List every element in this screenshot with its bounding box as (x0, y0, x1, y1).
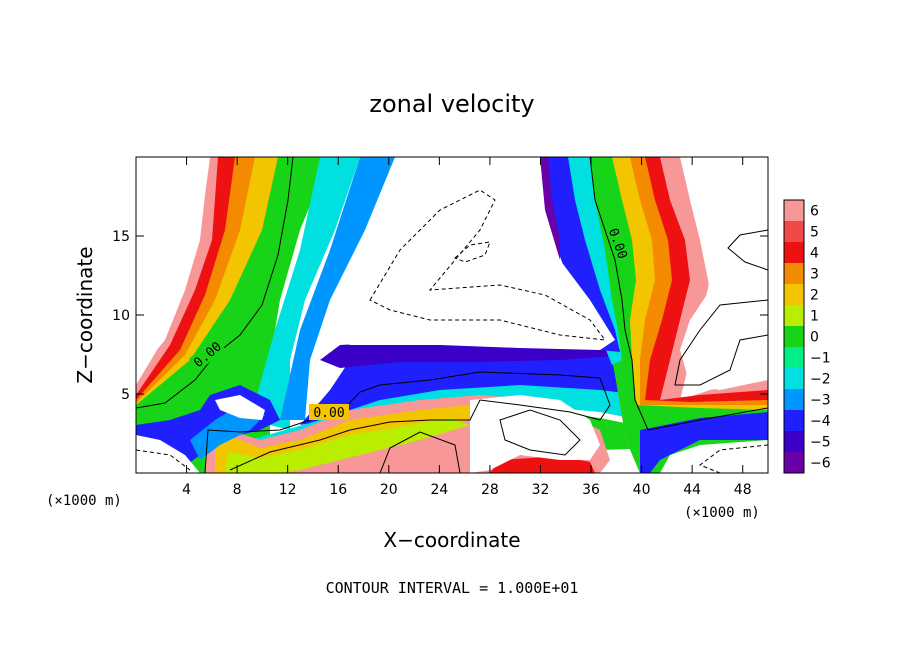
colorbar-swatch (784, 452, 804, 474)
contour-label-bg-2 (309, 404, 349, 420)
x-tick-label: 44 (683, 482, 701, 498)
colorbar-label: 5 (810, 225, 819, 241)
chart-title: zonal velocity (369, 90, 534, 118)
colorbar-swatch (784, 263, 804, 285)
field-white-center (340, 157, 615, 350)
field-white-lower-left (136, 435, 200, 473)
contour-dashed-center (369, 189, 607, 341)
field-right-blue (540, 157, 620, 352)
y-tick-label: 5 (121, 387, 130, 403)
y-axis-label: Z−coordinate (73, 246, 97, 383)
contour-right-solid (727, 229, 768, 271)
x-tick-label: 48 (734, 482, 752, 498)
contour-label-bg-1 (188, 336, 226, 372)
colorbar-swatch (784, 284, 804, 306)
colorbar-label: −3 (810, 393, 831, 409)
colorbar-swatch (784, 347, 804, 369)
colorbar-label: −1 (810, 351, 831, 367)
x-tick-label: 28 (481, 482, 499, 498)
colorbar-swatch (784, 305, 804, 327)
field-right-lower-blue (640, 412, 768, 473)
colorbar-label: 3 (810, 267, 819, 283)
x-axis-label: X−coordinate (383, 528, 520, 552)
contour-label-2: 0.00 (313, 406, 344, 421)
colorbar-label: −6 (810, 456, 831, 472)
contour-dashed-right (698, 444, 768, 473)
field-bottom-green (225, 418, 470, 473)
x-tick-label: 20 (380, 482, 398, 498)
contour-right-loop (674, 299, 768, 386)
colorbar-swatch (784, 389, 804, 411)
x-tick-label: 36 (582, 482, 600, 498)
x-tick-label: 12 (279, 482, 297, 498)
contour-lines (136, 157, 768, 473)
contour-bottom-loop (499, 409, 581, 456)
colorbar-label: 4 (810, 246, 819, 262)
x-ticks: 4 8 12 16 20 24 28 32 36 40 44 48 (182, 157, 752, 498)
colorbar-swatch (784, 326, 804, 348)
colorbar-frame (783, 199, 805, 474)
field-white-right (680, 157, 768, 390)
plot-area: 0.00 0.00 0.00 4 8 12 16 20 24 28 32 36 40 44 48 51… (112, 156, 769, 498)
contour-dashed-small (454, 241, 491, 263)
field-bottom-orange (490, 456, 595, 473)
colorbar-swatch (784, 431, 804, 453)
contour-zero-right (589, 157, 768, 431)
contour-dashed-left (136, 449, 191, 471)
x-unit-label-left: (×1000 m) (46, 493, 122, 509)
contour-zero-left (136, 157, 294, 409)
x-tick-label: 40 (633, 482, 651, 498)
y-tick-label: 15 (112, 229, 130, 245)
x-tick-label: 24 (430, 482, 448, 498)
field-white-top-left (136, 157, 210, 375)
colorbar-label: −2 (810, 372, 831, 388)
colorbar-swatch (784, 368, 804, 390)
colorbar-swatch (784, 242, 804, 264)
colorbar-swatch (784, 221, 804, 243)
field-white-left-blob (215, 395, 265, 420)
colorbar-label: −5 (810, 435, 831, 451)
colorbar-label: 6 (810, 204, 819, 220)
colorbar-swatch (784, 200, 804, 222)
field-left-jet-cyan (250, 157, 360, 430)
contour-interval-note: CONTOUR INTERVAL = 1.000E+01 (326, 579, 579, 597)
colorbar-label: 1 (810, 309, 819, 325)
colorbar-label: 2 (810, 288, 819, 304)
x-tick-label: 32 (532, 482, 550, 498)
y-tick-label: 10 (112, 308, 130, 324)
field-white-bottom (470, 395, 600, 473)
x-tick-label: 4 (182, 482, 191, 498)
contour-dashed (136, 189, 768, 473)
contour-zero-middle (204, 371, 611, 473)
contour-bottom-left (379, 431, 461, 473)
field-right-green (585, 157, 768, 473)
colorbar-label: −4 (810, 414, 831, 430)
x-tick-label: 16 (329, 482, 347, 498)
colorbar-label: 0 (810, 330, 819, 346)
y-ticks: 5 10 15 (112, 229, 768, 403)
field-left-cyan-blob (190, 405, 265, 460)
field-white-lower-right (660, 440, 768, 473)
field-left-jet-blue (280, 157, 395, 420)
velocity-field: 0.00 0.00 0.00 (136, 157, 768, 473)
colorbar-swatch (784, 410, 804, 432)
x-unit-label-right: (×1000 m) (684, 505, 760, 521)
colorbar: 6 5 4 3 2 1 0 −1 −2 −3 −4 −5 −6 (783, 199, 831, 474)
x-tick-label: 8 (233, 482, 242, 498)
